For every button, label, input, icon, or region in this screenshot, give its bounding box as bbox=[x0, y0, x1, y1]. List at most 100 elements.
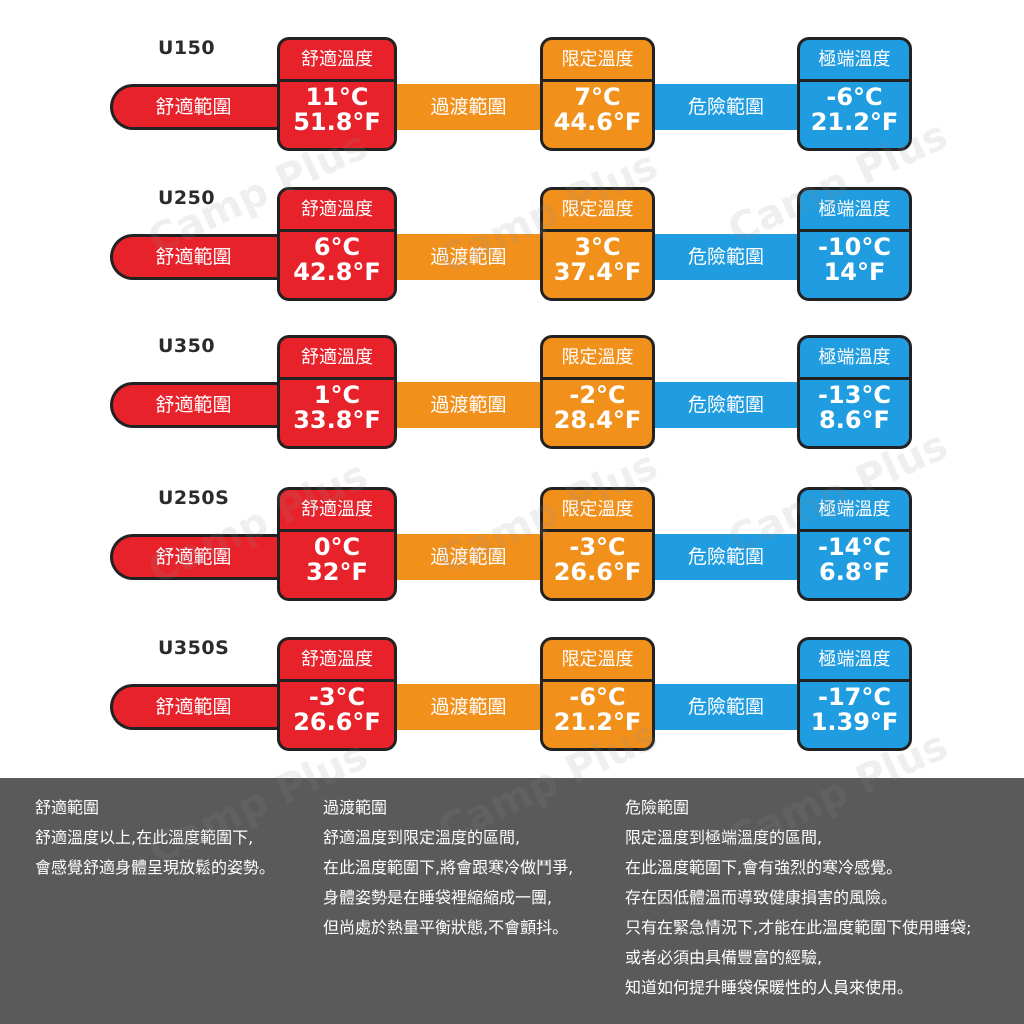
comfort-temp-celsius: 1°C bbox=[313, 381, 361, 409]
limit-temp-fahrenheit: 28.4°F bbox=[553, 406, 642, 434]
comfort-temp-box: 舒適溫度 11°C 51.8°F bbox=[277, 37, 397, 151]
note-line: 會感覺舒適身體呈現放鬆的姿勢。 bbox=[35, 858, 276, 877]
comfort-temp-values: -3°C 26.6°F bbox=[280, 682, 394, 735]
limit-temp-box: 限定溫度 -3°C 26.6°F bbox=[540, 487, 655, 601]
note-line: 身體姿勢是在睡袋裡縮縮成一團, bbox=[323, 888, 553, 907]
comfort-range-bar: 舒適範圍 bbox=[110, 382, 288, 428]
limit-temp-celsius: -2°C bbox=[569, 381, 626, 409]
note-line: 或者必須由具備豐富的經驗, bbox=[625, 948, 823, 967]
model-name: U150 bbox=[158, 37, 216, 59]
limit-temp-box: 限定溫度 -6°C 21.2°F bbox=[540, 637, 655, 751]
transition-range-note: 過渡範圍 舒適溫度到限定溫度的區間, 在此溫度範圍下,將會跟寒冷做鬥爭, 身體姿… bbox=[323, 793, 573, 943]
extreme-temp-box: 極端溫度 -10°C 14°F bbox=[797, 187, 912, 301]
danger-range-label: 危險範圍 bbox=[687, 96, 764, 118]
comfort-temp-header: 舒適溫度 bbox=[280, 338, 394, 380]
extreme-temp-header: 極端溫度 bbox=[800, 338, 909, 380]
limit-temp-header: 限定溫度 bbox=[543, 490, 652, 532]
extreme-temp-values: -17°C 1.39°F bbox=[800, 682, 909, 735]
extreme-temp-celsius: -10°C bbox=[818, 233, 891, 261]
note-line: 只有在緊急情況下,才能在此溫度範圍下使用睡袋; bbox=[625, 918, 972, 937]
transition-range-label: 過渡範圍 bbox=[430, 546, 507, 568]
model-row: U350S 舒適範圍 過渡範圍 危險範圍 舒適溫度 -3°C 26.6°F 限定… bbox=[0, 637, 1024, 753]
transition-range-label: 過渡範圍 bbox=[430, 96, 507, 118]
comfort-temp-values: 11°C 51.8°F bbox=[280, 82, 394, 135]
comfort-temp-values: 0°C 32°F bbox=[280, 532, 394, 585]
extreme-temp-celsius: -14°C bbox=[818, 533, 891, 561]
comfort-temp-fahrenheit: 51.8°F bbox=[293, 108, 381, 136]
comfort-range-bar: 舒適範圍 bbox=[110, 84, 288, 130]
transition-range-bar: 過渡範圍 bbox=[395, 84, 542, 130]
extreme-temp-values: -10°C 14°F bbox=[800, 232, 909, 285]
comfort-temp-celsius: -3°C bbox=[308, 683, 366, 711]
note-line: 限定溫度到極端溫度的區間, bbox=[625, 828, 823, 847]
extreme-temp-celsius: -13°C bbox=[818, 381, 891, 409]
comfort-range-label: 舒適範圍 bbox=[155, 246, 232, 268]
transition-range-bar: 過渡範圍 bbox=[395, 234, 542, 280]
danger-range-label: 危險範圍 bbox=[687, 394, 764, 416]
model-name: U250S bbox=[158, 487, 230, 509]
danger-range-bar: 危險範圍 bbox=[653, 84, 799, 130]
extreme-temp-box: 極端溫度 -6°C 21.2°F bbox=[797, 37, 912, 151]
note-title: 過渡範圍 bbox=[323, 798, 388, 817]
extreme-temp-box: 極端溫度 -13°C 8.6°F bbox=[797, 335, 912, 449]
comfort-temp-values: 6°C 42.8°F bbox=[280, 232, 394, 285]
extreme-temp-values: -13°C 8.6°F bbox=[800, 380, 909, 433]
comfort-temp-fahrenheit: 32°F bbox=[306, 558, 368, 586]
comfort-temp-box: 舒適溫度 -3°C 26.6°F bbox=[277, 637, 397, 751]
extreme-temp-fahrenheit: 1.39°F bbox=[810, 708, 899, 736]
note-line: 知道如何提升睡袋保暖性的人員來使用。 bbox=[625, 978, 914, 997]
extreme-temp-values: -6°C 21.2°F bbox=[800, 82, 909, 135]
comfort-range-label: 舒適範圍 bbox=[155, 394, 232, 416]
danger-range-label: 危險範圍 bbox=[687, 546, 764, 568]
comfort-range-bar: 舒適範圍 bbox=[110, 534, 288, 580]
comfort-temp-celsius: 11°C bbox=[305, 83, 369, 111]
model-row: U250S 舒適範圍 過渡範圍 危險範圍 舒適溫度 0°C 32°F 限定溫度 … bbox=[0, 487, 1024, 603]
limit-temp-header: 限定溫度 bbox=[543, 190, 652, 232]
comfort-temp-box: 舒適溫度 0°C 32°F bbox=[277, 487, 397, 601]
comfort-range-label: 舒適範圍 bbox=[155, 96, 232, 118]
transition-range-bar: 過渡範圍 bbox=[395, 382, 542, 428]
extreme-temp-fahrenheit: 6.8°F bbox=[819, 558, 890, 586]
limit-temp-header: 限定溫度 bbox=[543, 40, 652, 82]
danger-range-bar: 危險範圍 bbox=[653, 684, 799, 730]
comfort-temp-fahrenheit: 42.8°F bbox=[293, 258, 381, 286]
transition-range-label: 過渡範圍 bbox=[430, 246, 507, 268]
comfort-range-bar: 舒適範圍 bbox=[110, 234, 288, 280]
model-name: U250 bbox=[158, 187, 216, 209]
comfort-temp-fahrenheit: 33.8°F bbox=[293, 406, 381, 434]
limit-temp-box: 限定溫度 7°C 44.6°F bbox=[540, 37, 655, 151]
note-line: 存在因低體溫而導致健康損害的風險。 bbox=[625, 888, 898, 907]
extreme-temp-box: 極端溫度 -17°C 1.39°F bbox=[797, 637, 912, 751]
note-title: 危險範圍 bbox=[625, 798, 690, 817]
limit-temp-celsius: -3°C bbox=[569, 533, 626, 561]
comfort-range-note: 舒適範圍 舒適溫度以上,在此溫度範圍下, 會感覺舒適身體呈現放鬆的姿勢。 bbox=[35, 793, 275, 883]
comfort-range-bar: 舒適範圍 bbox=[110, 684, 288, 730]
limit-temp-fahrenheit: 26.6°F bbox=[553, 558, 642, 586]
transition-range-label: 過渡範圍 bbox=[430, 696, 507, 718]
extreme-temp-header: 極端溫度 bbox=[800, 640, 909, 682]
note-title: 舒適範圍 bbox=[35, 798, 100, 817]
model-name: U350 bbox=[158, 335, 216, 357]
comfort-temp-header: 舒適溫度 bbox=[280, 490, 394, 532]
comfort-temp-box: 舒適溫度 6°C 42.8°F bbox=[277, 187, 397, 301]
extreme-temp-celsius: -17°C bbox=[818, 683, 891, 711]
limit-temp-values: -6°C 21.2°F bbox=[543, 682, 652, 735]
comfort-range-label: 舒適範圍 bbox=[155, 546, 232, 568]
model-row: U250 舒適範圍 過渡範圍 危險範圍 舒適溫度 6°C 42.8°F 限定溫度… bbox=[0, 187, 1024, 303]
danger-range-label: 危險範圍 bbox=[687, 696, 764, 718]
comfort-temp-header: 舒適溫度 bbox=[280, 190, 394, 232]
note-line: 在此溫度範圍下,將會跟寒冷做鬥爭, bbox=[323, 858, 574, 877]
limit-temp-celsius: 7°C bbox=[574, 83, 621, 111]
limit-temp-header: 限定溫度 bbox=[543, 640, 652, 682]
extreme-temp-box: 極端溫度 -14°C 6.8°F bbox=[797, 487, 912, 601]
danger-range-note: 危險範圍 限定溫度到極端溫度的區間, 在此溫度範圍下,會有強烈的寒冷感覺。 存在… bbox=[625, 793, 971, 1003]
danger-range-label: 危險範圍 bbox=[687, 246, 764, 268]
limit-temp-values: 3°C 37.4°F bbox=[543, 232, 652, 285]
limit-temp-values: -3°C 26.6°F bbox=[543, 532, 652, 585]
range-explanation-panel: 舒適範圍 舒適溫度以上,在此溫度範圍下, 會感覺舒適身體呈現放鬆的姿勢。 過渡範… bbox=[0, 778, 1024, 1024]
transition-range-bar: 過渡範圍 bbox=[395, 534, 542, 580]
comfort-temp-celsius: 0°C bbox=[313, 533, 361, 561]
extreme-temp-celsius: -6°C bbox=[826, 83, 883, 111]
extreme-temp-fahrenheit: 8.6°F bbox=[819, 406, 890, 434]
